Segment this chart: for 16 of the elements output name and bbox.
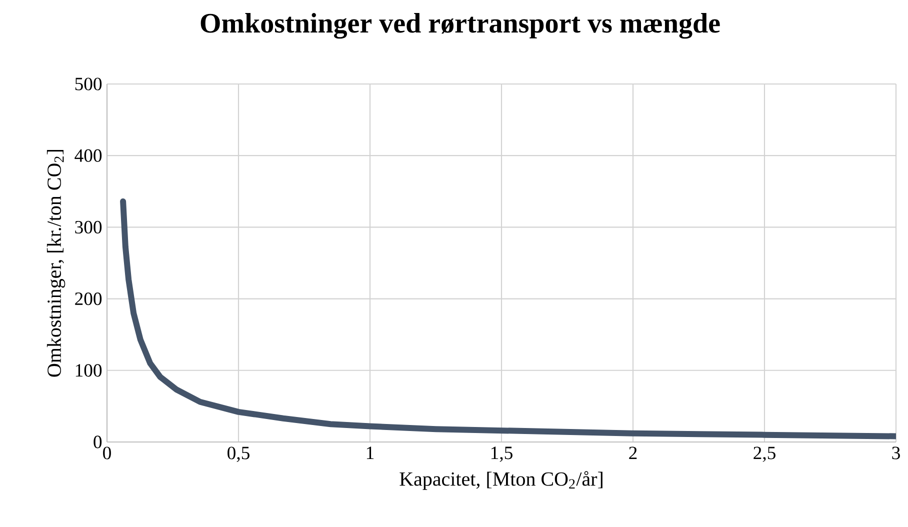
y-tick-label: 400 — [74, 149, 102, 162]
y-axis-title: Omkostninger, [kr./ton CO$_{2}$] — [46, 150, 66, 377]
chart-title: Omkostninger ved rørtransport vs mængde — [200, 13, 720, 39]
x-tick-label: 1 — [366, 446, 374, 460]
x-tick-label: 0 — [103, 446, 111, 460]
x-tick-label: 0,5 — [228, 446, 250, 462]
y-tick-label: 500 — [75, 78, 102, 90]
x-tick-label: 1,5 — [491, 446, 512, 462]
y-tick-label: 0 — [94, 436, 102, 448]
x-tick-label: 3 — [892, 446, 900, 460]
y-tick-label: 100 — [76, 364, 102, 377]
y-tick-label: 300 — [75, 220, 102, 234]
x-tick-label: 2 — [629, 446, 637, 460]
y-tick-label: 200 — [75, 292, 102, 306]
x-tick-label: 2,5 — [754, 446, 776, 462]
x-axis-title: Kapacitet, [Mton CO$_{2}$/år] — [400, 471, 602, 490]
